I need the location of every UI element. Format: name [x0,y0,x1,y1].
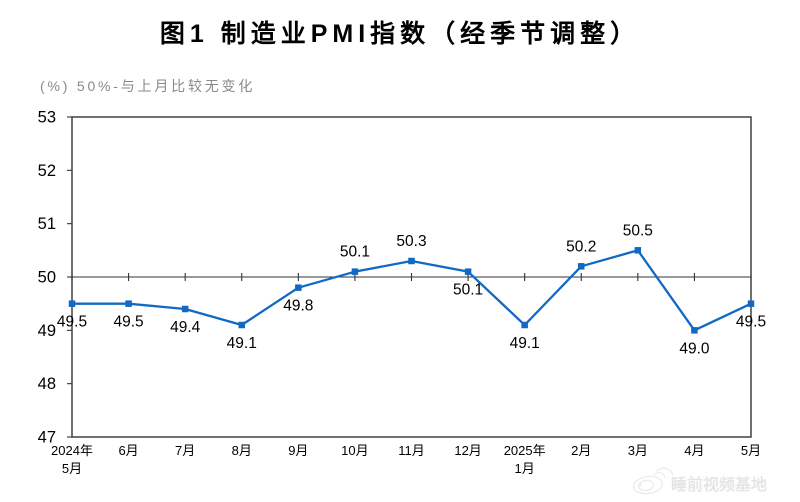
svg-text:49.5: 49.5 [113,314,143,331]
svg-text:睡前视频基地: 睡前视频基地 [671,475,767,494]
svg-text:4月: 4月 [684,443,704,458]
svg-text:51: 51 [38,215,56,233]
svg-text:2025年: 2025年 [504,443,546,458]
svg-text:8月: 8月 [232,443,252,458]
svg-text:49.5: 49.5 [57,314,87,331]
svg-text:6月: 6月 [118,443,138,458]
svg-text:2024年: 2024年 [51,443,93,458]
svg-text:50.1: 50.1 [340,244,370,261]
svg-text:49.8: 49.8 [283,298,313,315]
svg-text:1月: 1月 [515,461,535,476]
svg-text:48: 48 [38,375,56,393]
svg-text:7月: 7月 [175,443,195,458]
svg-text:50: 50 [38,269,56,287]
svg-text:49.5: 49.5 [736,314,766,331]
svg-text:9月: 9月 [288,443,308,458]
svg-text:11月: 11月 [398,443,425,458]
svg-text:2月: 2月 [571,443,591,458]
svg-text:12月: 12月 [454,443,481,458]
svg-text:3月: 3月 [628,443,648,458]
svg-text:53: 53 [38,109,56,127]
svg-text:49: 49 [38,322,56,340]
svg-text:49.1: 49.1 [227,335,257,352]
svg-text:5月: 5月 [62,461,82,476]
svg-text:49.0: 49.0 [679,340,710,357]
svg-text:49.1: 49.1 [510,335,540,352]
svg-text:50.1: 50.1 [453,282,483,299]
svg-text:52: 52 [38,162,56,180]
svg-text:50.5: 50.5 [623,222,653,239]
svg-text:5月: 5月 [741,443,761,458]
svg-text:10月: 10月 [341,443,368,458]
svg-text:50.3: 50.3 [396,233,426,250]
svg-text:50.2: 50.2 [566,238,596,255]
svg-text:49.4: 49.4 [170,319,201,336]
